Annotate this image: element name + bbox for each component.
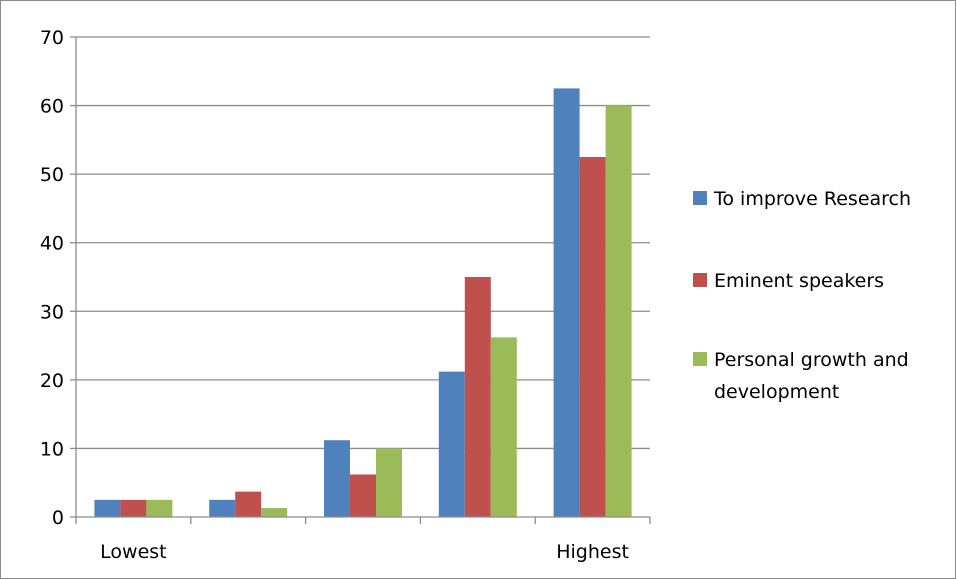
y-tick-label: 70 [40,27,64,49]
bar-1-1 [235,491,262,517]
y-tick-label: 20 [40,370,64,392]
axes [70,36,651,524]
bar-0-0 [94,499,121,517]
y-tick-labels: 0 10 20 30 40 50 60 70 [40,27,64,529]
bar-0-2 [324,440,350,517]
legend-swatch [693,191,707,205]
x-category-labels: Lowest Highest [100,541,629,563]
bar-2-3 [490,337,517,517]
bar-1-0 [120,499,147,517]
bar-1-4 [579,157,606,517]
y-tick-label: 50 [40,164,64,186]
legend-label: To improve Research [713,188,911,210]
bar-2-1 [261,508,288,517]
bar-2-2 [376,448,402,517]
bars [94,88,632,518]
bar-0-4 [553,88,580,517]
legend-label: Eminent speakers [714,270,884,292]
y-tick-label: 10 [40,438,64,460]
bar-2-4 [605,105,632,518]
legend: To improve Research Eminent speakers Perso… [693,188,911,403]
bar-0-3 [438,371,465,517]
legend-swatch [693,352,707,366]
bar-1-3 [464,277,491,517]
x-category-label: Lowest [100,541,166,563]
legend-label: development [714,381,839,403]
bar-0-1 [209,499,236,517]
legend-label: Personal growth and [714,349,909,371]
y-tick-label: 30 [40,301,64,323]
x-category-label: Highest [556,541,629,563]
legend-swatch [693,273,707,287]
y-tick-label: 40 [40,233,64,255]
bar-2-0 [146,499,173,517]
y-tick-label: 60 [40,96,64,118]
bar-1-2 [350,474,376,517]
y-tick-label: 0 [52,507,64,529]
